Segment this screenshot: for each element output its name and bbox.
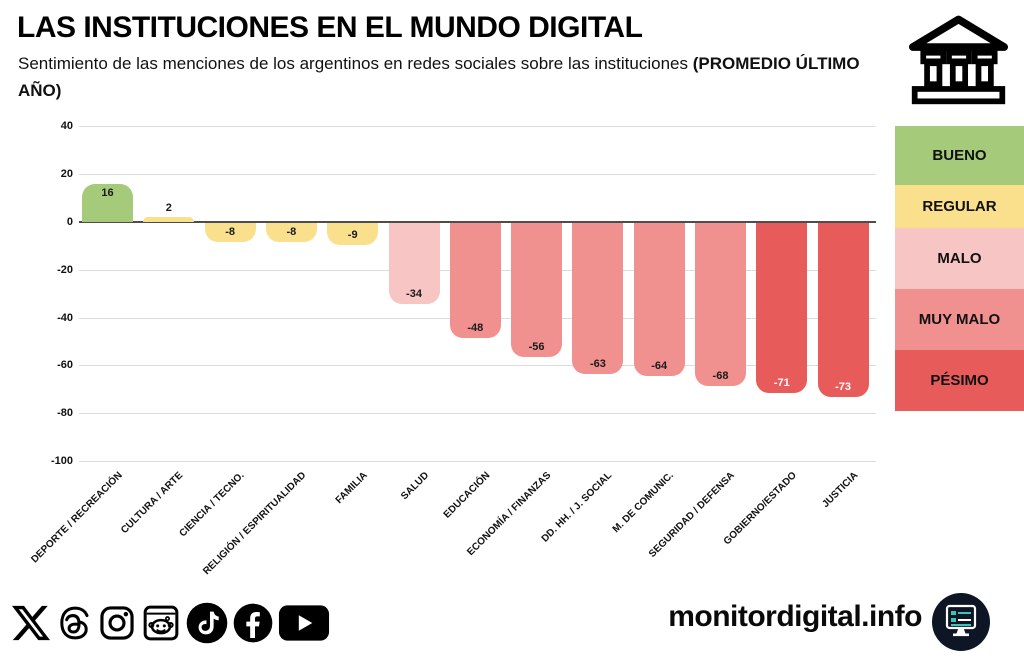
bar-4 <box>265 223 317 243</box>
y-tick-label: 0 <box>66 216 73 228</box>
bar-12 <box>756 223 808 393</box>
bar-chart: 40 20 0 -20 -40 -60 -80 -100 16 DEPORTE / RECREAC… <box>29 120 880 590</box>
y-tick-label: -60 <box>57 359 73 372</box>
gridline <box>79 365 876 367</box>
bar-3 <box>204 223 256 243</box>
x-axis-label: CIENCIA / TECNO. <box>177 470 247 540</box>
bar-9 <box>572 223 624 374</box>
gridline <box>79 174 876 176</box>
x-axis-label: SALUD <box>398 470 431 503</box>
bar-value-label: -71 <box>773 376 790 389</box>
y-tick-label: -40 <box>57 311 73 324</box>
sentiment-legend: BUENO REGULAR MALO MUY MALO PÉSIMO <box>895 126 1024 411</box>
bar-value-label: -34 <box>406 288 422 301</box>
reddit-icon[interactable] <box>141 603 181 643</box>
youtube-icon[interactable] <box>278 604 330 642</box>
gridline <box>79 413 876 415</box>
bar-value-label: -56 <box>528 340 545 353</box>
x-axis-label: M. DE COMUNIC. <box>610 470 676 536</box>
x-axis-label: DD. HH. / J. SOCIAL <box>540 470 615 545</box>
y-tick-label: -20 <box>57 263 73 276</box>
bank-icon <box>908 15 1009 105</box>
monitordigital-logo-icon <box>932 593 990 651</box>
x-axis-label: DEPORTE / RECREACIÓN <box>28 470 125 566</box>
tiktok-icon[interactable] <box>186 602 228 644</box>
bar-value-label: 16 <box>101 186 114 199</box>
bar-value-label: -68 <box>712 369 729 382</box>
page-title: LAS INSTITUCIONES EN EL MUNDO DIGITAL <box>17 11 643 44</box>
gridline <box>79 126 876 128</box>
x-axis-label: FAMILIA <box>333 470 370 507</box>
bar-value-label: -8 <box>225 226 235 239</box>
bar-6 <box>388 223 440 305</box>
bar-11 <box>695 223 746 386</box>
bar-value-label: -48 <box>467 321 484 334</box>
legend-item-malo: MALO <box>895 228 1024 289</box>
threads-icon[interactable] <box>55 604 93 642</box>
social-icons-row <box>12 600 330 646</box>
facebook-icon[interactable] <box>233 603 273 643</box>
gridline <box>79 461 876 462</box>
page-subtitle: Sentimiento de las menciones de los arge… <box>18 50 883 104</box>
y-tick-label: 40 <box>60 120 73 133</box>
bar-1 <box>82 183 133 222</box>
subtitle-text: Sentimiento de las menciones de los arge… <box>18 54 693 73</box>
bar-value-label: -9 <box>347 228 358 241</box>
bar-10 <box>633 223 685 376</box>
bar-value-label: -63 <box>589 357 606 370</box>
y-tick-label: -100 <box>50 455 73 467</box>
x-axis-label: EDUCACIÓN <box>441 470 493 521</box>
x-axis-label: CULTURA / ARTE <box>119 470 186 537</box>
y-tick-label: 20 <box>60 168 73 181</box>
bar-value-label: -73 <box>835 381 852 394</box>
bar-5 <box>327 223 379 245</box>
bar-13 <box>817 223 869 398</box>
legend-item-pésimo: PÉSIMO <box>895 350 1024 411</box>
bar-value-label: -8 <box>286 226 297 239</box>
bar-7 <box>449 223 501 338</box>
site-url: monitordigital.info <box>668 600 922 633</box>
bar-2 <box>143 217 195 222</box>
instagram-icon[interactable] <box>98 604 136 642</box>
bar-8 <box>511 223 563 357</box>
y-tick-label: -80 <box>57 407 73 420</box>
subtitle-bold-text: (PROMEDIO ÚLTIMO AÑO) <box>18 54 860 100</box>
legend-item-muy-malo: MUY MALO <box>895 289 1024 350</box>
zero-axis-line <box>79 221 876 223</box>
legend-item-bueno: BUENO <box>895 126 1024 185</box>
x-axis-label: JUSTICIA <box>819 470 860 510</box>
x-axis-label: RELIGIÓN / ESPIRITUALIDAD <box>201 470 309 578</box>
legend-item-regular: REGULAR <box>895 185 1024 228</box>
x-icon[interactable] <box>12 604 50 642</box>
bar-value-label: 2 <box>165 202 172 215</box>
bar-value-label: -64 <box>651 359 668 372</box>
